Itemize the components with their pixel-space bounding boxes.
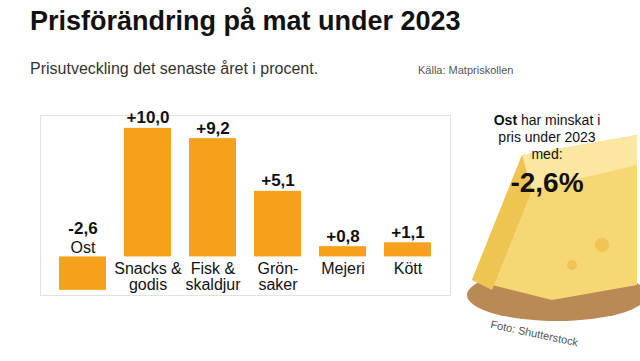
- svg-text:+0,8: +0,8: [326, 227, 360, 246]
- html-text:Foto: Shutterstock: Foto: Shutterstock: [489, 318, 580, 349]
- html-text:Källa: Matpriskollen: Källa: Matpriskollen: [418, 64, 514, 76]
- svg-text:+5,1: +5,1: [261, 171, 295, 190]
- svg-text:Grön-saker: Grön-saker: [258, 260, 299, 293]
- svg-text:Snacks &godis: Snacks &godis: [114, 260, 182, 293]
- html-text:Ost har minskat i pris under 2: Ost har minskat i pris under 2023 med:: [493, 112, 601, 162]
- svg-text:Kött: Kött: [394, 260, 423, 277]
- svg-text:Fisk &skaldjur: Fisk &skaldjur: [185, 260, 241, 293]
- svg-text:+9,2: +9,2: [196, 119, 230, 138]
- svg-text:-2,6: -2,6: [68, 219, 97, 238]
- svg-text:+10,0: +10,0: [126, 108, 169, 127]
- html-text:-2,6%: -2,6%: [510, 167, 584, 198]
- html-text:Prisförändring på mat under 20: Prisförändring på mat under 2023: [30, 6, 461, 36]
- html-text:Prisutveckling det senaste åre: Prisutveckling det senaste året i procen…: [30, 60, 319, 77]
- svg-text:+1,1: +1,1: [391, 223, 425, 242]
- svg-text:Mejeri: Mejeri: [321, 260, 365, 277]
- svg-text:Ost: Ost: [71, 239, 96, 256]
